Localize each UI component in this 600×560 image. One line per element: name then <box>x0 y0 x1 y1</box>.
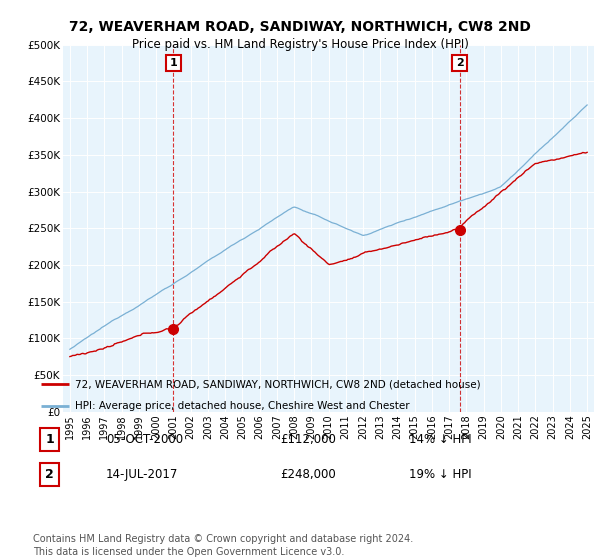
Text: Contains HM Land Registry data © Crown copyright and database right 2024.
This d: Contains HM Land Registry data © Crown c… <box>33 534 413 557</box>
Text: 1: 1 <box>169 58 177 68</box>
Text: 14-JUL-2017: 14-JUL-2017 <box>106 468 178 481</box>
Text: 72, WEAVERHAM ROAD, SANDIWAY, NORTHWICH, CW8 2ND: 72, WEAVERHAM ROAD, SANDIWAY, NORTHWICH,… <box>69 20 531 34</box>
Text: £248,000: £248,000 <box>280 468 335 481</box>
Text: HPI: Average price, detached house, Cheshire West and Chester: HPI: Average price, detached house, Ches… <box>75 401 410 410</box>
Text: £112,000: £112,000 <box>280 433 336 446</box>
Text: 2: 2 <box>455 58 463 68</box>
Text: 72, WEAVERHAM ROAD, SANDIWAY, NORTHWICH, CW8 2ND (detached house): 72, WEAVERHAM ROAD, SANDIWAY, NORTHWICH,… <box>75 379 481 389</box>
Text: 14% ↓ HPI: 14% ↓ HPI <box>409 433 472 446</box>
Text: 05-OCT-2000: 05-OCT-2000 <box>106 433 183 446</box>
Text: 2: 2 <box>46 468 54 481</box>
Text: Price paid vs. HM Land Registry's House Price Index (HPI): Price paid vs. HM Land Registry's House … <box>131 38 469 50</box>
Text: 19% ↓ HPI: 19% ↓ HPI <box>409 468 472 481</box>
Text: 1: 1 <box>46 433 54 446</box>
